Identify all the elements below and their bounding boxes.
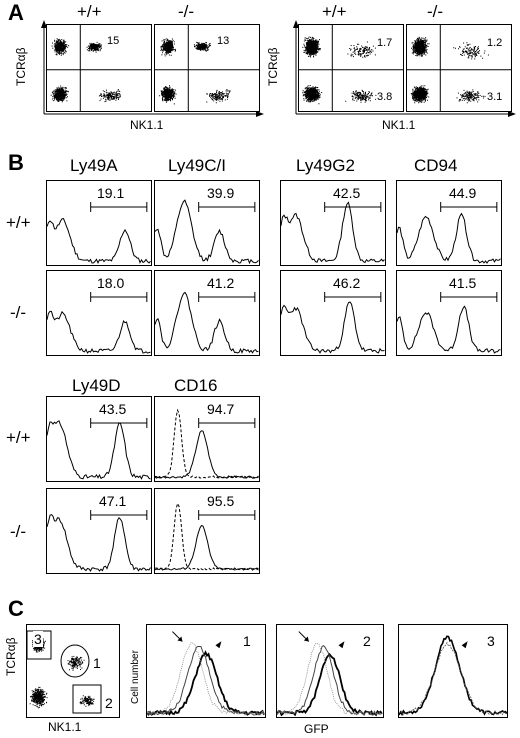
quadrant-value: 1.7 (377, 37, 393, 49)
histogram: 46.2 (280, 270, 386, 356)
row-label-ko: -/- (10, 522, 27, 541)
x-axis-label: NK1.1 (130, 118, 164, 132)
dot-plot-a1-dots (47, 25, 151, 111)
marker-title: Ly49G2 (296, 156, 355, 175)
panel-c-label: C (8, 596, 24, 621)
row-label-ko: -/- (10, 303, 27, 322)
quadrant-value: 15 (107, 35, 120, 47)
dot-plot-a2: 13 7 (154, 24, 260, 112)
gate-percentage: 46.2 (333, 275, 361, 291)
gate-label: 2 (363, 633, 371, 649)
dot-plot-c: 3 1 2 (26, 624, 120, 718)
quadrant-value: 3.1 (487, 91, 503, 103)
histogram: 47.1 (46, 488, 152, 574)
histogram: 19.1 (46, 180, 152, 266)
gfp-histogram-2: 2 (276, 624, 384, 718)
gate-percentage: 44.9 (449, 185, 477, 201)
histogram: 42.5 (280, 180, 386, 266)
histogram: 18.0 (46, 270, 152, 356)
panel-a-genotype-3: +/+ (322, 2, 347, 21)
gate-label: 3 (487, 633, 495, 649)
panel-a-label: A (8, 0, 24, 25)
dot-plot-a4: 1.2 3.1 (406, 24, 512, 112)
gate-label: 3 (33, 631, 43, 647)
marker-title: Ly49C/I (168, 156, 226, 175)
histogram: 44.9 (396, 180, 502, 266)
dot-plot-a4-dots (407, 25, 511, 111)
gate-label: 2 (105, 695, 113, 711)
gfp-histogram-3: 3 (398, 624, 508, 718)
gate-percentage: 95.5 (207, 493, 235, 509)
quadrant-value: 7 (225, 89, 232, 101)
marker-title: CD94 (414, 156, 458, 175)
gate-percentage: 41.2 (207, 275, 235, 291)
gate-percentage: 94.7 (207, 401, 235, 417)
dot-plot-a3: 1.7 3.8 (298, 24, 404, 112)
gate-percentage: 42.5 (333, 185, 361, 201)
x-axis-label: NK1.1 (48, 720, 82, 734)
quadrant-value: 3.8 (377, 91, 393, 103)
dot-plot-a3-dots (299, 25, 403, 111)
y-axis-label: Cell number (130, 650, 141, 704)
panel-a-genotype-2: -/- (178, 2, 195, 21)
marker-title: CD16 (174, 376, 218, 395)
x-axis-label: NK1.1 (382, 118, 416, 132)
histogram: 41.2 (154, 270, 260, 356)
gate-percentage: 39.9 (207, 185, 235, 201)
panel-b-label: B (8, 150, 24, 175)
gate-percentage: 43.5 (99, 401, 127, 417)
quadrant-value: 1.2 (487, 37, 503, 49)
dot-plot-a1: 15 6 (46, 24, 152, 112)
quadrant-value: 13 (217, 35, 230, 47)
histogram: 43.5 (46, 396, 152, 482)
y-axis-label: TCRαβ (266, 47, 280, 86)
gate-label: 1 (93, 655, 101, 671)
x-axis-label: GFP (304, 722, 329, 736)
histogram: 41.5 (396, 270, 502, 356)
marker-title: Ly49A (70, 156, 118, 175)
gate-percentage: 47.1 (99, 493, 127, 509)
histogram: 95.5 (154, 488, 260, 574)
gfp-histogram-1: 1 (146, 624, 266, 718)
gate-percentage: 18.0 (97, 275, 125, 291)
y-axis-label: TCRαβ (4, 637, 18, 676)
histogram: 94.7 (154, 396, 260, 482)
y-axis-label: TCRαβ (14, 47, 28, 86)
quadrant-value: 6 (115, 89, 122, 101)
row-label-wt: +/+ (6, 428, 31, 447)
dot-plot-a2-dots (155, 25, 259, 111)
gate-percentage: 19.1 (97, 185, 125, 201)
histogram: 39.9 (154, 180, 260, 266)
gate-percentage: 41.5 (449, 275, 477, 291)
marker-title: Ly49D (72, 376, 121, 395)
gate-label: 1 (243, 633, 251, 649)
row-label-wt: +/+ (6, 213, 31, 232)
panel-a-genotype-4: -/- (427, 2, 444, 21)
panel-a-genotype-1: +/+ (77, 2, 102, 21)
